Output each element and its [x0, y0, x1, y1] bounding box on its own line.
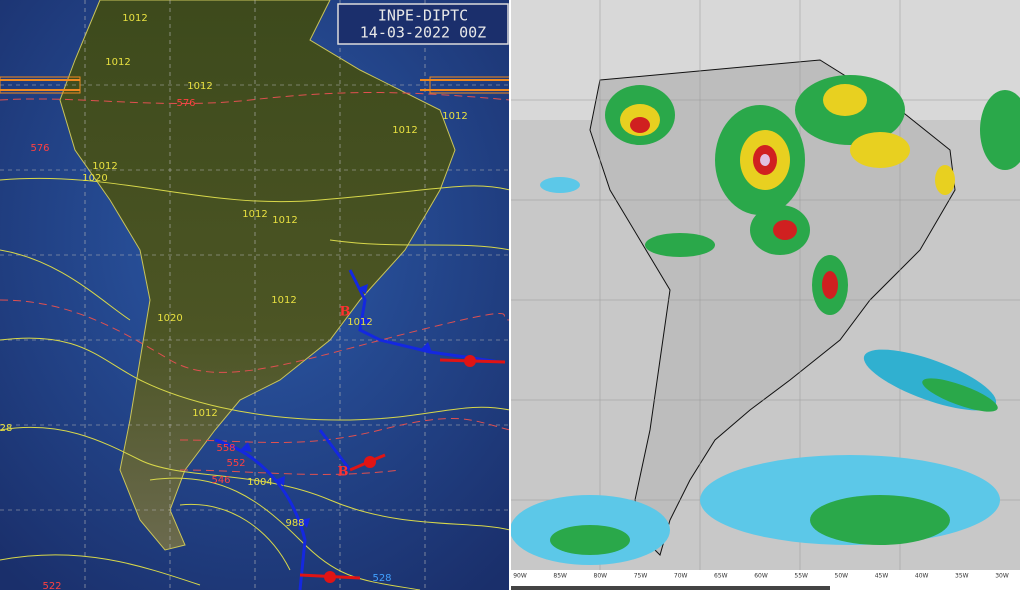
thickness-label: 522	[42, 581, 61, 590]
pressure-label: 1012	[442, 111, 467, 122]
thickness-label: 576	[30, 143, 49, 154]
pressure-label: 1012	[392, 125, 417, 136]
thickness-lines	[0, 92, 510, 475]
pressure-label: 1012	[272, 215, 297, 226]
longitude-label: 50W	[835, 573, 849, 580]
longitude-label: 75W	[634, 573, 648, 580]
cold-front	[318, 429, 352, 471]
pressure-label: 1012	[122, 13, 147, 24]
pressure-label: 1012	[105, 57, 130, 68]
convergence-zone	[0, 79, 510, 91]
cold-front	[348, 269, 501, 364]
pressure-label: 1012	[271, 295, 296, 306]
thickness-label: 552	[226, 458, 245, 469]
pressure-label: 1012	[187, 81, 212, 92]
longitude-label: 35W	[955, 573, 969, 580]
convergence-box	[0, 76, 510, 94]
thickness-label: 528	[372, 573, 391, 584]
pressure-label: 1012	[242, 209, 267, 220]
pressure-label: 1012	[92, 161, 117, 172]
pressure-label: 1020	[82, 173, 107, 184]
datetime: 14-03-2022 00Z	[360, 24, 486, 42]
color-scale	[510, 586, 830, 590]
low-center: B	[340, 305, 351, 320]
front-bumps	[324, 355, 476, 583]
labels: 1012 1012 1012 1012 1012 1012 1012 1012 1012 1012…	[0, 13, 1009, 590]
pressure-label: 1004	[247, 477, 272, 488]
agency: INPE-DIPTC	[378, 7, 468, 25]
divider	[509, 0, 511, 590]
longitude-label: 65W	[714, 573, 728, 580]
graticule	[0, 0, 510, 590]
longitude-label: 45W	[875, 573, 889, 580]
longitude-label: 60W	[754, 573, 768, 580]
pressure-label: 28	[0, 423, 12, 434]
synoptic-panel: INPE-DIPTC 14-03-2022 00Z	[0, 0, 510, 590]
pressure-label: 1012	[347, 317, 372, 328]
pressure-label: 1012	[192, 408, 217, 419]
isobars	[0, 177, 510, 590]
longitude-label: 85W	[553, 573, 567, 580]
longitude-label: 30W	[995, 573, 1009, 580]
thickness-label: 546	[211, 475, 230, 486]
longitude-label: 55W	[794, 573, 808, 580]
scale-bar	[510, 570, 1020, 590]
title-box	[337, 3, 509, 45]
low-center: B	[338, 465, 349, 480]
thickness-label: 576	[176, 98, 195, 109]
cold-front	[214, 438, 307, 590]
thickness-label: 558	[216, 443, 235, 454]
longitude-label: 70W	[674, 573, 688, 580]
longitude-label: 40W	[915, 573, 929, 580]
longitude-label: 90W	[513, 573, 527, 580]
pressure-label: 988	[285, 518, 304, 529]
pressure-label: 1020	[157, 313, 182, 324]
convection	[510, 75, 1020, 565]
continent	[59, 0, 456, 551]
longitude-label: 80W	[594, 573, 608, 580]
satellite-panel	[510, 0, 1020, 590]
